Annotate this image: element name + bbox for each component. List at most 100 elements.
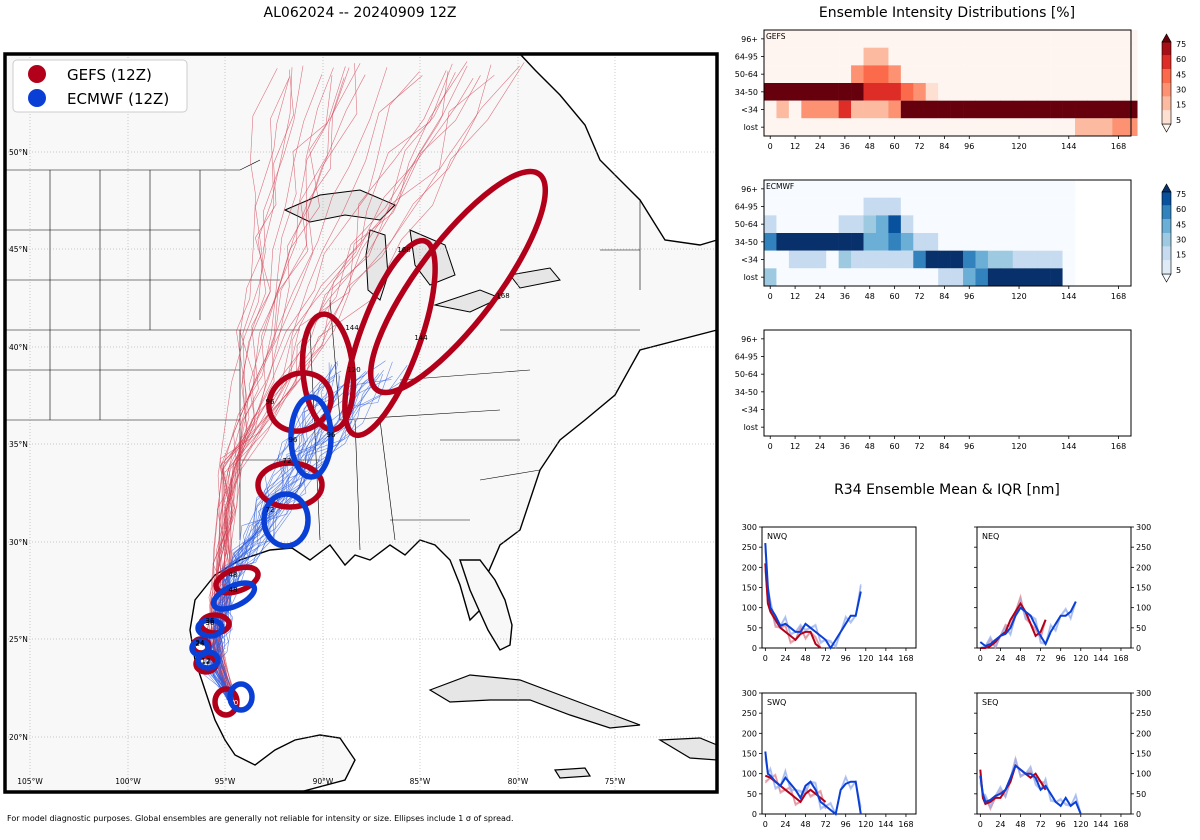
- heatmap-cell: [1012, 233, 1026, 251]
- heatmap-cell: [838, 100, 852, 119]
- heatmap-cell: [975, 250, 989, 269]
- x-tick-label: 24: [815, 142, 825, 151]
- lat-40: 40°N: [9, 343, 28, 352]
- heatmap-cell: [975, 233, 989, 251]
- heatmap-cell: [975, 268, 989, 286]
- x-tick-label: 24: [815, 292, 825, 301]
- colorbar-tick: 5: [1176, 266, 1181, 275]
- r34-neq: NEQ 0 50 100 150 200 250 300 0 24 48 72 96 120 144 168: [974, 523, 1151, 663]
- y-tick-label: 50-64: [735, 220, 758, 229]
- colorbar-seg: [1162, 42, 1171, 56]
- heatmap-cell: [1050, 30, 1063, 48]
- x-tick-label: 168: [1113, 820, 1128, 829]
- heatmap-cell: [826, 47, 839, 66]
- member-track: [204, 373, 340, 701]
- heatmap-cell: [913, 83, 927, 101]
- heatmap-cell: [963, 30, 976, 48]
- gefs-hour-168a: 168: [397, 246, 410, 254]
- heatmap-cell: [1050, 65, 1063, 83]
- heatmap-cell: [826, 118, 839, 136]
- x-tick-label: 0: [763, 654, 768, 663]
- heatmap-cell: [938, 100, 951, 119]
- heatmap-cell: [963, 233, 976, 251]
- footer-note: For model diagnostic purposes. Global en…: [7, 814, 514, 823]
- colorbar-seg: [1162, 96, 1171, 111]
- colorbar-tick: 60: [1176, 205, 1186, 214]
- heatmap-cell: [875, 65, 889, 83]
- x-tick-label: 12: [790, 442, 800, 451]
- heatmap-cell: [1012, 180, 1026, 198]
- heatmap-cell: [900, 268, 914, 286]
- heatmap-cell: [1037, 250, 1051, 269]
- lon-75: 75°W: [605, 777, 626, 786]
- heatmap-cell: [888, 268, 902, 286]
- heatmap-cell: [938, 215, 951, 233]
- x-tick-label: 96: [964, 442, 974, 451]
- heatmap-cell: [764, 268, 777, 286]
- heatmap-cell: [963, 250, 976, 269]
- x-tick-label: 120: [858, 654, 873, 663]
- heatmap-cell: [1037, 100, 1051, 119]
- heatmap-cell: [1062, 268, 1076, 286]
- lake-erie: [433, 289, 502, 313]
- x-tick-label: 60: [890, 442, 900, 451]
- heatmap-cell: [838, 197, 852, 216]
- heatmap-cell: [851, 233, 864, 251]
- heatmap-cell: [801, 215, 815, 233]
- x-tick-label: 84: [939, 442, 949, 451]
- colorbar-arrow-top: [1161, 183, 1172, 193]
- heatmap-empty: 96+ 64-95 50-64 34-50 <34 lost 0 12 24 36 48 60 72 84…: [735, 329, 1132, 451]
- intensity-heatmaps: GEFS 96+ 64-95 50-64 34-50 <34 lost 0 12 24 36 48 60…: [735, 29, 1186, 451]
- x-tick-label: 72: [914, 442, 924, 451]
- y-tick-label: 50: [747, 624, 757, 633]
- legend-gefs-label: GEFS (12Z): [67, 66, 152, 84]
- y-tick-label: 0: [1136, 810, 1141, 819]
- x-tick-label: 72: [1036, 654, 1046, 663]
- r34-frame: [976, 692, 1132, 815]
- y-tick-label: 200: [742, 563, 757, 572]
- x-tick-label: 96: [964, 142, 974, 151]
- gefs-hour-120: 120: [347, 366, 360, 374]
- heatmap-cell: [1062, 118, 1076, 136]
- heatmap-cell: [875, 100, 889, 119]
- colorbar-tick: 45: [1176, 70, 1186, 79]
- x-tick-label: 144: [878, 654, 893, 663]
- ecmwf-ellipse-96: [288, 394, 334, 480]
- heatmap-cell: [776, 268, 790, 286]
- ecmwf-ellipse-48: [210, 580, 258, 612]
- heatmap-cell: [1037, 30, 1051, 48]
- heatmap-cell: [838, 47, 852, 66]
- lat-labels: 50°N 45°N 40°N 35°N 30°N 25°N 20°N: [9, 148, 28, 742]
- x-tick-label: 72: [1036, 820, 1046, 829]
- heatmap-cell: [801, 83, 815, 101]
- y-tick-label: 250: [1136, 709, 1151, 718]
- heatmap-cell: [950, 180, 964, 198]
- land-usa: [4, 53, 718, 793]
- r34-mean-line: [979, 763, 1047, 806]
- heatmap-cell: [1075, 118, 1088, 136]
- r34-mean-line: [980, 601, 1047, 649]
- heatmap-cell: [764, 83, 777, 101]
- colorbar-seg: [1162, 192, 1171, 206]
- heatmap-cell: [1050, 47, 1063, 66]
- heatmap-ecmwf: ECMWF 96+ 64-95 50-64 34-50 <34 lost 0 12 24 36 48 6…: [735, 179, 1132, 301]
- x-tick-label: 48: [865, 442, 875, 451]
- colorbar-frame: [1161, 191, 1172, 275]
- heatmap-cell: [888, 83, 902, 101]
- r34-frame: [761, 526, 917, 649]
- lon-90: 90°W: [313, 777, 334, 786]
- x-tick-label: 96: [964, 292, 974, 301]
- heatmap-cell: [963, 197, 976, 216]
- heatmap-cell: [851, 83, 864, 101]
- heatmap-cell: [1075, 65, 1088, 83]
- heatmap-cell: [1050, 250, 1063, 269]
- colorbar-tick: 5: [1176, 116, 1181, 125]
- heatmap-cell: [776, 215, 790, 233]
- heatmap-cell: [764, 233, 777, 251]
- heatmap-cell: [925, 30, 939, 48]
- y-tick-label: 200: [742, 729, 757, 738]
- y-tick-label: 100: [1136, 770, 1151, 779]
- r34-title: R34 Ensemble Mean & IQR [nm]: [834, 482, 1060, 498]
- heatmap-cell: [888, 100, 902, 119]
- y-tick-label: 50-64: [735, 370, 758, 379]
